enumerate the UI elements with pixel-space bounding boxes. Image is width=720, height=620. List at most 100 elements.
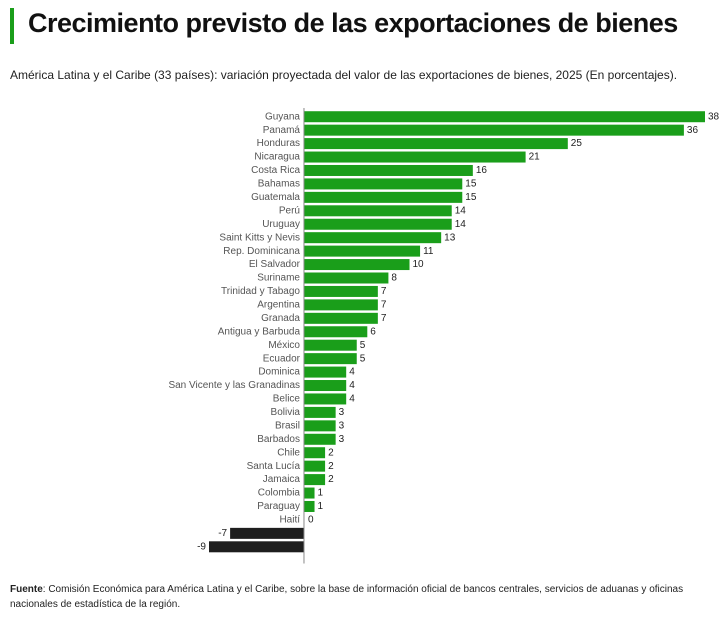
category-label: Dominica bbox=[258, 367, 300, 378]
category-label: Trinidad y Tabago bbox=[221, 286, 300, 297]
value-label: 2 bbox=[328, 474, 334, 485]
category-label: Guatemala bbox=[251, 192, 300, 203]
bar bbox=[303, 111, 705, 123]
value-label: 5 bbox=[360, 353, 366, 364]
bar bbox=[303, 299, 378, 311]
value-label: 38 bbox=[708, 111, 720, 122]
bar bbox=[303, 138, 568, 150]
bar bbox=[303, 500, 315, 512]
bar bbox=[303, 312, 378, 324]
bar bbox=[303, 124, 684, 136]
bar bbox=[303, 447, 326, 459]
bar bbox=[230, 527, 304, 539]
category-label: Jamaica bbox=[263, 474, 301, 485]
category-label: Uruguay bbox=[262, 219, 300, 230]
value-label: 2 bbox=[328, 461, 334, 472]
chart-subtitle: América Latina y el Caribe (33 países): … bbox=[10, 68, 678, 82]
bar bbox=[303, 326, 368, 338]
category-label: Perú bbox=[279, 205, 300, 216]
bar bbox=[303, 218, 452, 230]
bar bbox=[303, 380, 347, 392]
category-label: Paraguay bbox=[257, 501, 300, 512]
category-label: Santa Lucía bbox=[247, 461, 301, 472]
value-label: 7 bbox=[381, 300, 387, 311]
category-label: El Salvador bbox=[249, 259, 301, 270]
category-label: Haití bbox=[279, 515, 300, 526]
bar bbox=[303, 353, 357, 365]
value-label: 3 bbox=[339, 407, 345, 418]
category-label: Guyana bbox=[265, 111, 300, 122]
value-label: 25 bbox=[571, 138, 583, 149]
value-label: 15 bbox=[465, 192, 477, 203]
category-label: Antigua y Barbuda bbox=[218, 326, 301, 337]
category-label: Belice bbox=[273, 394, 301, 405]
bar bbox=[303, 406, 336, 418]
value-label: 4 bbox=[349, 367, 355, 378]
bar bbox=[303, 259, 410, 271]
value-label: 16 bbox=[476, 165, 488, 176]
category-label: Nicaragua bbox=[254, 152, 300, 163]
value-label: 0 bbox=[308, 515, 314, 526]
category-label: Panamá bbox=[263, 125, 301, 136]
value-label: 6 bbox=[370, 326, 376, 337]
category-label: México bbox=[268, 340, 300, 351]
bar bbox=[209, 541, 304, 553]
category-label: Granada bbox=[261, 313, 300, 324]
category-label: San Vicente y las Granadinas bbox=[168, 380, 300, 391]
value-label: 4 bbox=[349, 394, 355, 405]
bar bbox=[303, 232, 442, 244]
category-label: Honduras bbox=[257, 138, 300, 149]
value-label: 11 bbox=[423, 246, 434, 257]
source-label: Fuente bbox=[10, 584, 43, 595]
bar bbox=[303, 205, 452, 217]
value-label: 3 bbox=[339, 434, 345, 445]
category-label: Bolivia bbox=[271, 407, 301, 418]
source-text: : Comisión Económica para América Latina… bbox=[10, 584, 684, 610]
bar bbox=[303, 151, 526, 163]
category-label: Suriname bbox=[257, 273, 300, 284]
category-label: Costa Rica bbox=[251, 165, 300, 176]
category-label: Bahamas bbox=[258, 179, 300, 190]
bar bbox=[303, 339, 357, 351]
bar bbox=[303, 245, 421, 257]
category-label: Argentina bbox=[257, 300, 300, 311]
bar bbox=[303, 420, 336, 432]
bar bbox=[303, 460, 326, 472]
chart-title: Crecimiento previsto de las exportacione… bbox=[28, 8, 678, 38]
category-label: Chile bbox=[277, 447, 300, 458]
value-label: 3 bbox=[339, 420, 345, 431]
value-label: 7 bbox=[381, 313, 387, 324]
value-label: 14 bbox=[455, 205, 467, 216]
bar bbox=[303, 164, 473, 176]
bar bbox=[303, 272, 389, 284]
value-label: -9 bbox=[197, 541, 206, 552]
value-label: 5 bbox=[360, 340, 366, 351]
category-label: Colombia bbox=[258, 488, 301, 499]
value-label: 36 bbox=[687, 125, 699, 136]
bar bbox=[303, 393, 347, 405]
bar bbox=[303, 487, 315, 499]
value-label: 7 bbox=[381, 286, 387, 297]
bar bbox=[303, 366, 347, 378]
source-note: Fuente: Comisión Económica para América … bbox=[10, 582, 710, 612]
bar bbox=[303, 474, 326, 486]
value-label: -7 bbox=[218, 528, 227, 539]
value-label: 1 bbox=[318, 488, 324, 499]
category-label: Ecuador bbox=[263, 353, 301, 364]
value-label: 21 bbox=[529, 152, 541, 163]
bar bbox=[303, 433, 336, 445]
bar bbox=[303, 285, 378, 297]
value-label: 10 bbox=[413, 259, 425, 270]
value-label: 8 bbox=[391, 273, 397, 284]
value-label: 15 bbox=[465, 179, 477, 190]
bar bbox=[303, 178, 463, 190]
value-label: 1 bbox=[318, 501, 324, 512]
category-label: Barbados bbox=[257, 434, 300, 445]
bar bbox=[303, 191, 463, 203]
title-accent bbox=[10, 8, 14, 44]
value-label: 4 bbox=[349, 380, 355, 391]
value-label: 14 bbox=[455, 219, 467, 230]
value-label: 13 bbox=[444, 232, 456, 243]
